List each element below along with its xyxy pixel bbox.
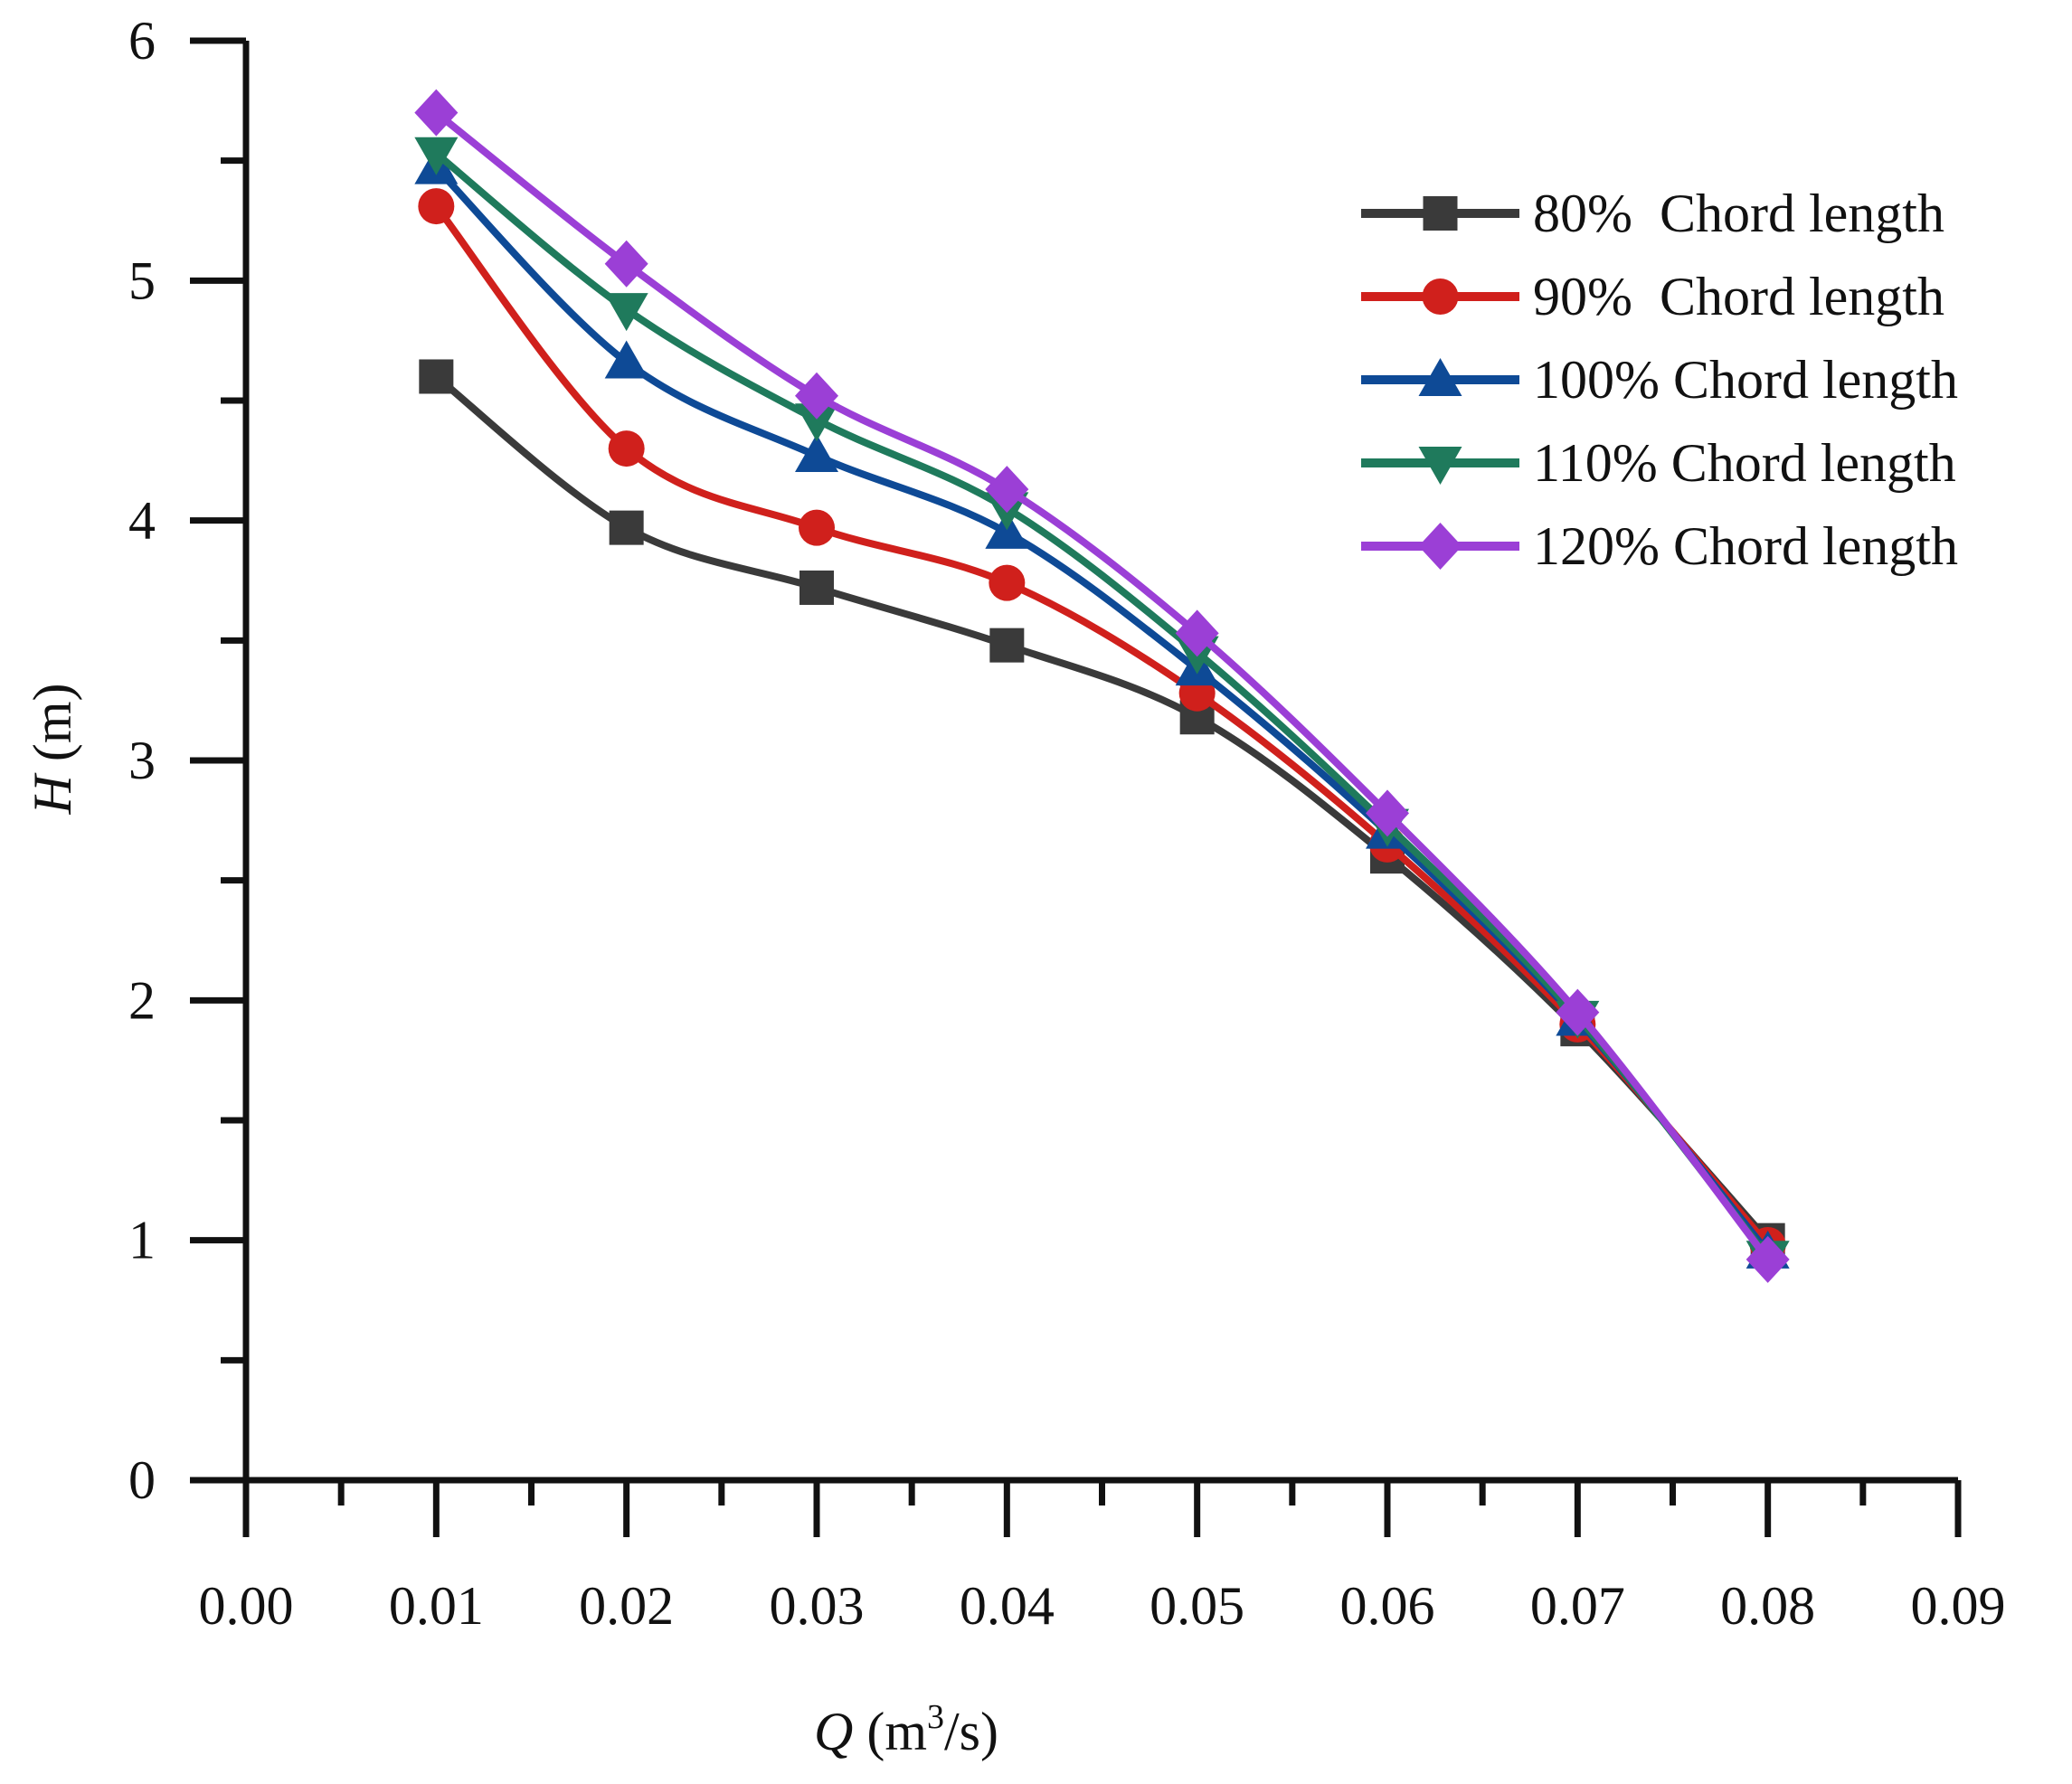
y-axis-title: H (m) (23, 684, 82, 816)
legend-label: 120% Chord length (1533, 516, 1958, 576)
data-point (604, 340, 648, 379)
data-point (1556, 988, 1600, 1036)
legend-entry: 120% Chord length (1361, 516, 1958, 576)
y-tick-label: 3 (128, 731, 156, 790)
legend-entry: 80% Chord length (1361, 184, 1944, 243)
legend-label: 90% Chord length (1533, 267, 1944, 326)
series-line (432, 373, 1772, 1244)
data-point (608, 430, 645, 467)
data-point (414, 89, 459, 137)
data-point (795, 372, 838, 420)
legend-label: 100% Chord length (1533, 350, 1958, 410)
data-point (1366, 789, 1409, 837)
x-tick-label: 0.01 (389, 1576, 484, 1636)
y-tick-label: 0 (128, 1450, 156, 1510)
y-tick-label: 6 (128, 11, 156, 71)
x-tick-label: 0.00 (199, 1576, 294, 1636)
legend: 80% Chord length 90% Chord length 100% Cho… (1361, 184, 1958, 576)
x-axis-unit-suffix: /s) (944, 1702, 998, 1761)
y-tick-label: 4 (128, 491, 156, 551)
legend-marker (1418, 358, 1462, 396)
x-tick-label: 0.05 (1150, 1576, 1244, 1636)
data-point (418, 188, 455, 225)
data-point (985, 466, 1029, 514)
x-axis-title: Q (m3/s) (814, 1698, 998, 1761)
data-point (795, 434, 838, 473)
legend-entry: 100% Chord length (1361, 350, 1958, 410)
legend-marker (1418, 447, 1462, 485)
series-line (432, 164, 1772, 1256)
data-point (604, 240, 648, 288)
legend-marker (1422, 278, 1459, 315)
x-axis-unit-sup: 3 (927, 1698, 944, 1736)
data-point (799, 570, 834, 605)
x-tick-label: 0.03 (770, 1576, 865, 1636)
x-tick-label: 0.09 (1911, 1576, 2006, 1636)
y-tick-label: 2 (128, 970, 156, 1030)
x-tick-label: 0.08 (1720, 1576, 1815, 1636)
legend-label: 110% Chord length (1533, 433, 1956, 493)
legend-entry: 90% Chord length (1361, 267, 1944, 326)
x-tick-label: 0.07 (1530, 1576, 1625, 1636)
y-tick-label: 5 (128, 250, 156, 310)
legend-marker (1423, 196, 1458, 231)
x-axis-symbol: Q (814, 1702, 853, 1761)
x-axis-unit-prefix: (m (853, 1702, 927, 1761)
y-axis-symbol: H (23, 771, 82, 815)
data-point (795, 403, 838, 442)
series-1 (419, 359, 1785, 1258)
y-axis-unit: (m) (23, 684, 82, 776)
legend-entry: 110% Chord length (1361, 433, 1956, 493)
y-tick-label: 1 (128, 1211, 156, 1270)
data-point (989, 564, 1026, 601)
x-tick-label: 0.04 (960, 1576, 1055, 1636)
legend-label: 80% Chord length (1533, 184, 1944, 243)
data-point (419, 359, 454, 394)
x-tick-label: 0.06 (1340, 1576, 1435, 1636)
data-point (414, 137, 459, 175)
legend-marker (1418, 523, 1462, 570)
series-5 (414, 89, 1790, 1283)
data-point (1746, 1235, 1790, 1283)
data-point (604, 293, 648, 332)
series-layer (414, 89, 1790, 1283)
x-tick-label: 0.02 (579, 1576, 674, 1636)
data-point (799, 509, 835, 546)
axes: 0 1 2 3 4 5 6 0.00 0.01 0.02 0.03 0.04 0.05 0.06 0.07 0… (128, 11, 2006, 1636)
data-point (1175, 609, 1219, 657)
data-point (609, 510, 644, 545)
data-point (989, 628, 1025, 663)
